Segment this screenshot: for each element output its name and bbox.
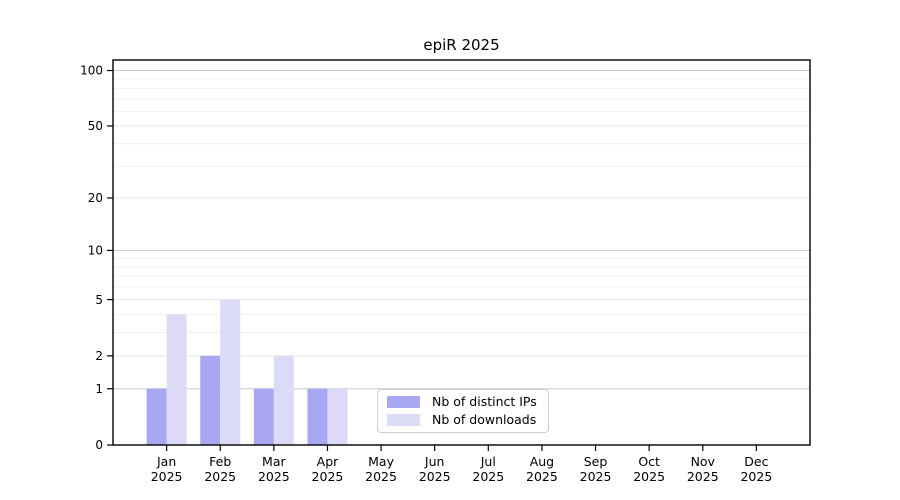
y-tick-label: 2 [95, 349, 103, 363]
x-tick-label: Sep 2025 [580, 454, 612, 484]
y-tick-label: 1 [95, 382, 103, 396]
y-tick-label: 20 [88, 191, 103, 205]
y-tick-label: 50 [88, 119, 103, 133]
x-tick-label: Aug 2025 [526, 454, 558, 484]
x-tick-label: Apr 2025 [312, 454, 344, 484]
legend-row-distinct-ips: Nb of distinct IPs [387, 394, 537, 409]
x-tick-label: Mar 2025 [258, 454, 290, 484]
plot-border [112, 59, 811, 446]
x-tick-label: Nov 2025 [687, 454, 719, 484]
bar [166, 314, 187, 445]
y-tick-label: 10 [88, 244, 103, 258]
bar [200, 355, 221, 445]
y-tick-label: 5 [95, 293, 103, 307]
bar [307, 388, 328, 445]
legend: Nb of distinct IPs Nb of downloads [377, 389, 549, 433]
bar [273, 355, 294, 445]
x-tick-label: Jan 2025 [151, 454, 183, 484]
legend-swatch-distinct-ips [387, 396, 420, 409]
series-downloads [166, 299, 348, 445]
legend-row-downloads: Nb of downloads [387, 411, 537, 427]
bar [327, 388, 348, 445]
x-tick-label: Feb 2025 [204, 454, 236, 484]
legend-label-downloads: Nb of downloads [432, 411, 537, 427]
x-tick-label: May 2025 [365, 454, 397, 484]
series-distinct-ips [146, 355, 328, 445]
x-tick-label: Jul 2025 [472, 454, 504, 484]
x-tick-label: Dec 2025 [740, 454, 772, 484]
bar [146, 388, 167, 445]
y-tick-label: 100 [80, 64, 103, 78]
bar [220, 299, 241, 445]
legend-swatch-downloads [387, 413, 420, 426]
y-tick-label: 0 [95, 438, 103, 452]
x-tick-label: Oct 2025 [633, 454, 665, 484]
legend-label-distinct-ips: Nb of distinct IPs [432, 394, 537, 409]
bar [253, 388, 274, 445]
x-tick-label: Jun 2025 [419, 454, 451, 484]
chart-title: epiR 2025 [423, 36, 500, 54]
